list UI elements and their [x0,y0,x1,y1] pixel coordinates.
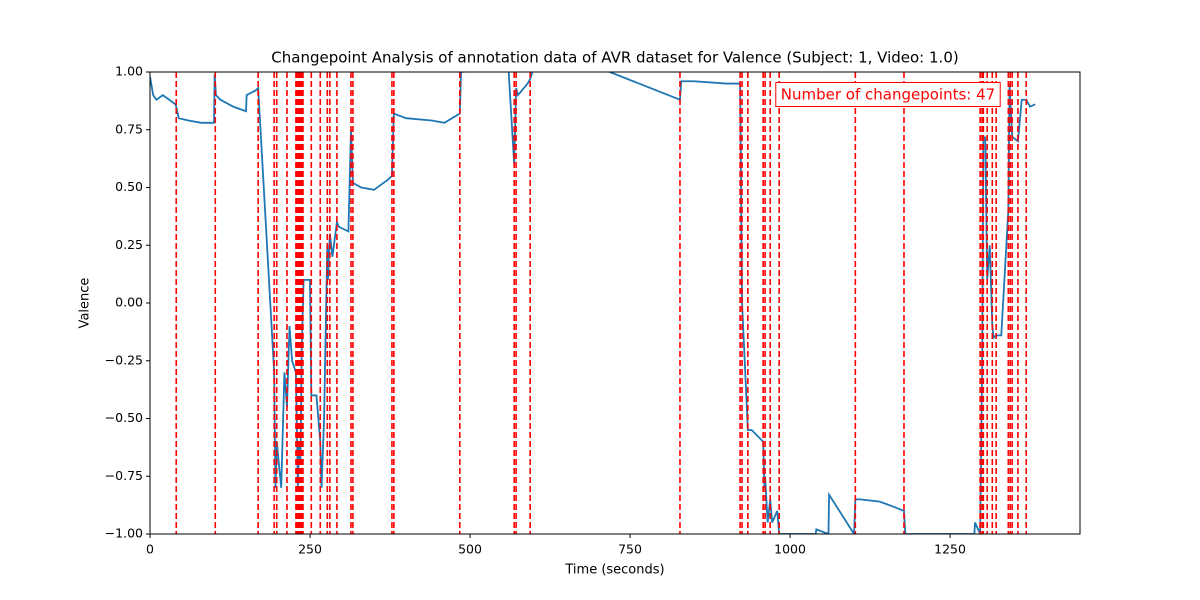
plot-area [150,72,1036,534]
chart-title: Changepoint Analysis of annotation data … [271,49,958,67]
x-tick-label: 1000 [774,542,806,557]
x-tick-label: 250 [298,542,322,557]
y-tick-label: 0.00 [115,295,143,310]
y-tick-label: 0.50 [115,179,143,194]
x-axis-label: Time (seconds) [564,563,664,578]
x-tick-label: 1250 [934,542,966,557]
y-tick-label: 1.00 [115,64,143,79]
annotation: Number of changepoints: 47 [781,86,995,104]
y-tick-label: −0.75 [105,468,143,483]
y-tick-label: −1.00 [105,526,143,541]
y-tick-label: −0.25 [105,352,143,367]
y-axis-label: Valence [78,278,93,329]
x-tick-label: 500 [458,542,482,557]
y-tick-label: −0.50 [105,410,143,425]
y-tick-label: 0.25 [115,237,143,252]
annotation-box [775,82,1001,107]
x-tick-label: 0 [146,542,154,557]
data-line [150,72,1036,534]
x-tick-label: 750 [618,542,642,557]
y-tick-label: 0.75 [115,121,143,136]
